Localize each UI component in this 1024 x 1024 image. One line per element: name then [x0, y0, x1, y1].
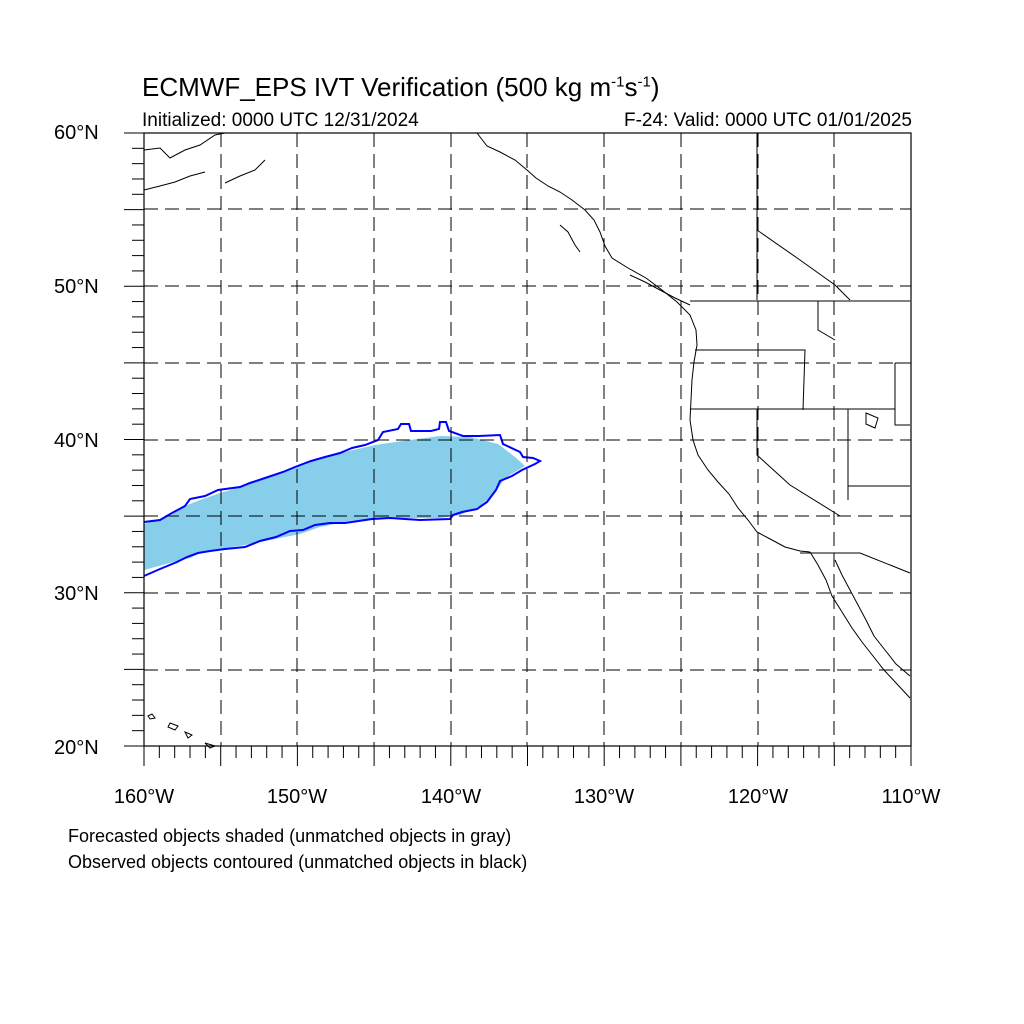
forecast-legend-note: Forecasted objects shaded (unmatched obj…	[68, 826, 512, 846]
tick-marks	[124, 132, 912, 766]
forecast-ivt-object	[144, 436, 525, 570]
initialized-time: Initialized: 0000 UTC 12/31/2024	[142, 110, 419, 131]
lat-label-50n: 50°N	[54, 276, 99, 298]
lon-label-130w: 130°W	[573, 786, 635, 808]
valid-time: F-24: Valid: 0000 UTC 01/01/2025	[624, 110, 912, 131]
lat-label-40n: 40°N	[54, 430, 99, 452]
lon-label-110w: 110°W	[881, 786, 941, 808]
lat-label-30n: 30°N	[54, 583, 99, 605]
map-title: ECMWF_EPS IVT Verification (500 kg m-1s-…	[142, 72, 660, 102]
observed-ivt-contour	[143, 421, 543, 577]
lon-label-120w: 120°W	[727, 786, 789, 808]
observed-legend-note: Observed objects contoured (unmatched ob…	[68, 852, 528, 872]
lon-label-150w: 150°W	[266, 786, 328, 808]
lon-label-140w: 140°W	[420, 786, 482, 808]
lat-label-20n: 20°N	[54, 737, 99, 759]
graticule	[144, 133, 911, 746]
lat-label-60n: 60°N	[54, 122, 99, 144]
lon-label-160w: 160°W	[113, 786, 175, 808]
coastlines	[143, 132, 911, 749]
